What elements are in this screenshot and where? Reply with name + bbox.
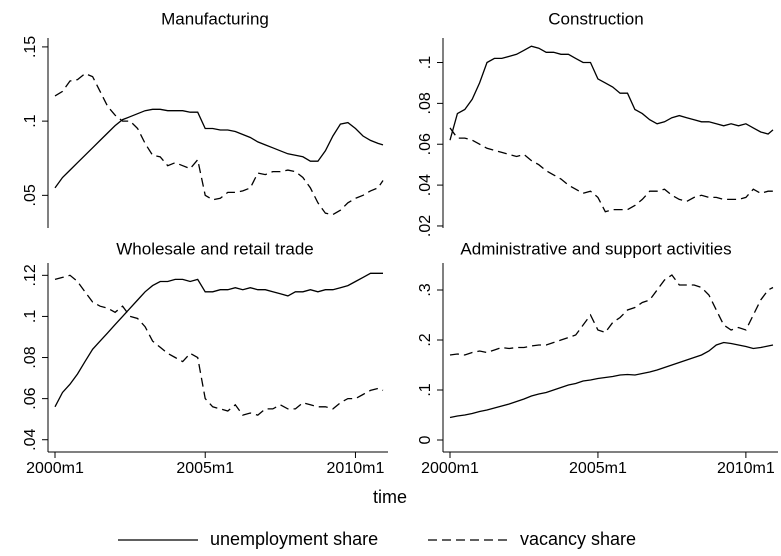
series-line <box>54 72 384 216</box>
series-line <box>449 341 774 419</box>
y-tick-label: .05 <box>22 184 39 206</box>
series-line <box>54 108 384 189</box>
y-tick-label: .04 <box>22 429 39 451</box>
x-tick-label: 2000m1 <box>26 460 84 477</box>
y-tick-label: .06 <box>22 387 39 409</box>
series-line <box>449 45 774 141</box>
x-tick-label: 2000m1 <box>421 460 479 477</box>
legend-label: vacancy share <box>520 529 636 549</box>
series-line <box>449 274 774 356</box>
panel-title: Construction <box>548 9 643 28</box>
y-tick-label: .06 <box>417 133 434 155</box>
legend-label: unemployment share <box>210 529 378 549</box>
y-tick-label: .1 <box>417 56 434 69</box>
y-tick-label: .2 <box>417 333 434 346</box>
y-tick-label: .3 <box>417 283 434 296</box>
x-tick-label: 2005m1 <box>176 460 234 477</box>
x-tick-label: 2010m1 <box>717 460 775 477</box>
series-line <box>54 274 384 416</box>
y-tick-label: .15 <box>22 36 39 58</box>
y-tick-label: .1 <box>22 310 39 323</box>
x-axis-label: time <box>373 487 407 507</box>
series-line <box>54 272 383 408</box>
y-tick-label: .12 <box>22 264 39 286</box>
y-tick-label: .02 <box>417 215 434 237</box>
y-tick-label: .08 <box>22 346 39 368</box>
panel-title: Wholesale and retail trade <box>116 239 314 258</box>
y-tick-label: .08 <box>417 92 434 114</box>
x-tick-label: 2010m1 <box>327 460 385 477</box>
y-tick-label: 0 <box>417 435 434 444</box>
y-tick-label: .04 <box>417 174 434 196</box>
y-tick-label: .1 <box>417 383 434 396</box>
x-tick-label: 2005m1 <box>569 460 627 477</box>
y-tick-label: .1 <box>22 114 39 127</box>
panel-title: Administrative and support activities <box>460 239 731 258</box>
panel-title: Manufacturing <box>161 9 269 28</box>
series-line <box>449 127 773 213</box>
